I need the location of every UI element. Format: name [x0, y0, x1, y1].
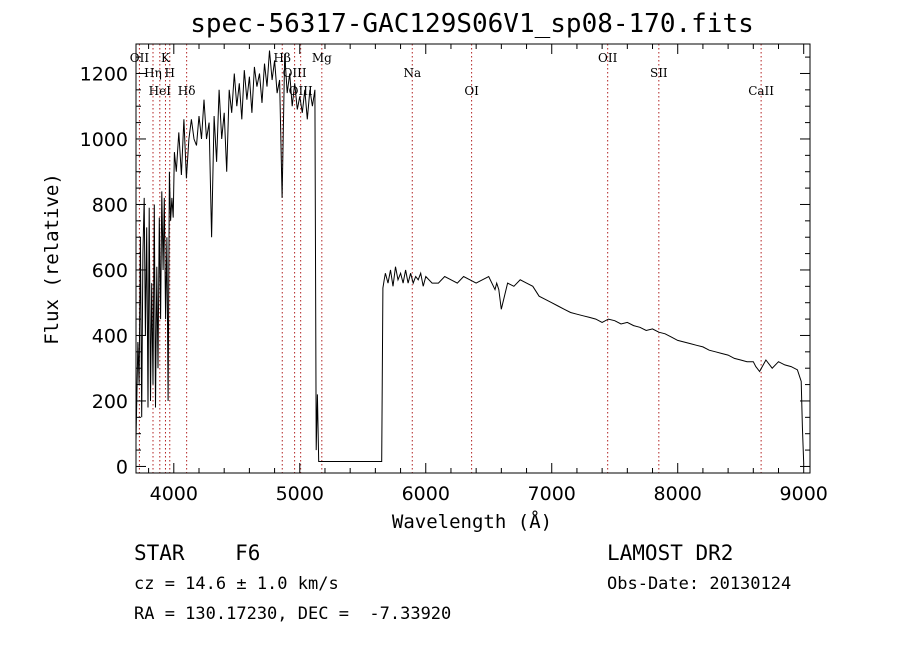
y-tick-label-1: 200 [92, 391, 128, 413]
y-tick-label-4: 800 [92, 194, 128, 216]
spectral-line-label-0: OII [130, 51, 150, 65]
x-tick-label-2: 6000 [402, 483, 450, 505]
spectral-line-label-7: OIII [283, 66, 307, 80]
x-tick-label-1: 5000 [276, 483, 324, 505]
y-tick-label-3: 600 [92, 260, 128, 282]
plot-frame [135, 43, 811, 474]
spectral-line-markers [138, 44, 762, 473]
y-tick-label-6: 1200 [80, 63, 128, 85]
chart-title: spec-56317-GAC129S06V1_sp08-170.fits [190, 9, 754, 39]
spectral-line-label-3: K [161, 51, 171, 65]
redshift-velocity: cz = 14.6 ± 1.0 km/s [134, 574, 339, 594]
y-axis-ticks: 0 200 400 600 800 1000 1200 [80, 56, 810, 478]
spectral-line-label-1: Hη [144, 66, 162, 80]
spectral-line-label-14: CaII [748, 84, 774, 98]
spectral-line-label-6: Hβ [274, 51, 291, 65]
spectral-line-label-5: Hδ [178, 84, 196, 98]
spectral-line-label-12: OII [598, 51, 618, 65]
x-tick-label-4: 8000 [654, 483, 702, 505]
spectral-line-label-4: H [165, 66, 175, 80]
x-axis-ticks: 4000 5000 6000 7000 8000 9000 [148, 44, 828, 505]
object-class: STAR F6 [134, 541, 260, 565]
x-tick-label-0: 4000 [150, 483, 198, 505]
x-tick-label-5: 9000 [780, 483, 828, 505]
coordinates: RA = 130.17230, DEC = -7.33920 [134, 604, 451, 624]
spectrum-series-line [135, 50, 805, 464]
y-axis-label: Flux (relative) [41, 173, 63, 345]
observation-date: Obs-Date: 20130124 [607, 574, 791, 594]
survey-name: LAMOST DR2 [607, 541, 733, 565]
spectral-line-label-11: OI [464, 84, 479, 98]
spectral-line-label-10: Na [403, 66, 421, 80]
spectral-line-label-13: SII [650, 66, 668, 80]
x-tick-label-3: 7000 [528, 483, 576, 505]
spectral-line-label-9: Mg [312, 51, 332, 65]
spectral-line-label-2: HeI [149, 84, 172, 98]
y-tick-label-0: 0 [116, 456, 128, 478]
y-tick-label-2: 400 [92, 325, 128, 347]
y-tick-label-5: 1000 [80, 129, 128, 151]
x-axis-label: Wavelength (Å) [392, 510, 552, 533]
